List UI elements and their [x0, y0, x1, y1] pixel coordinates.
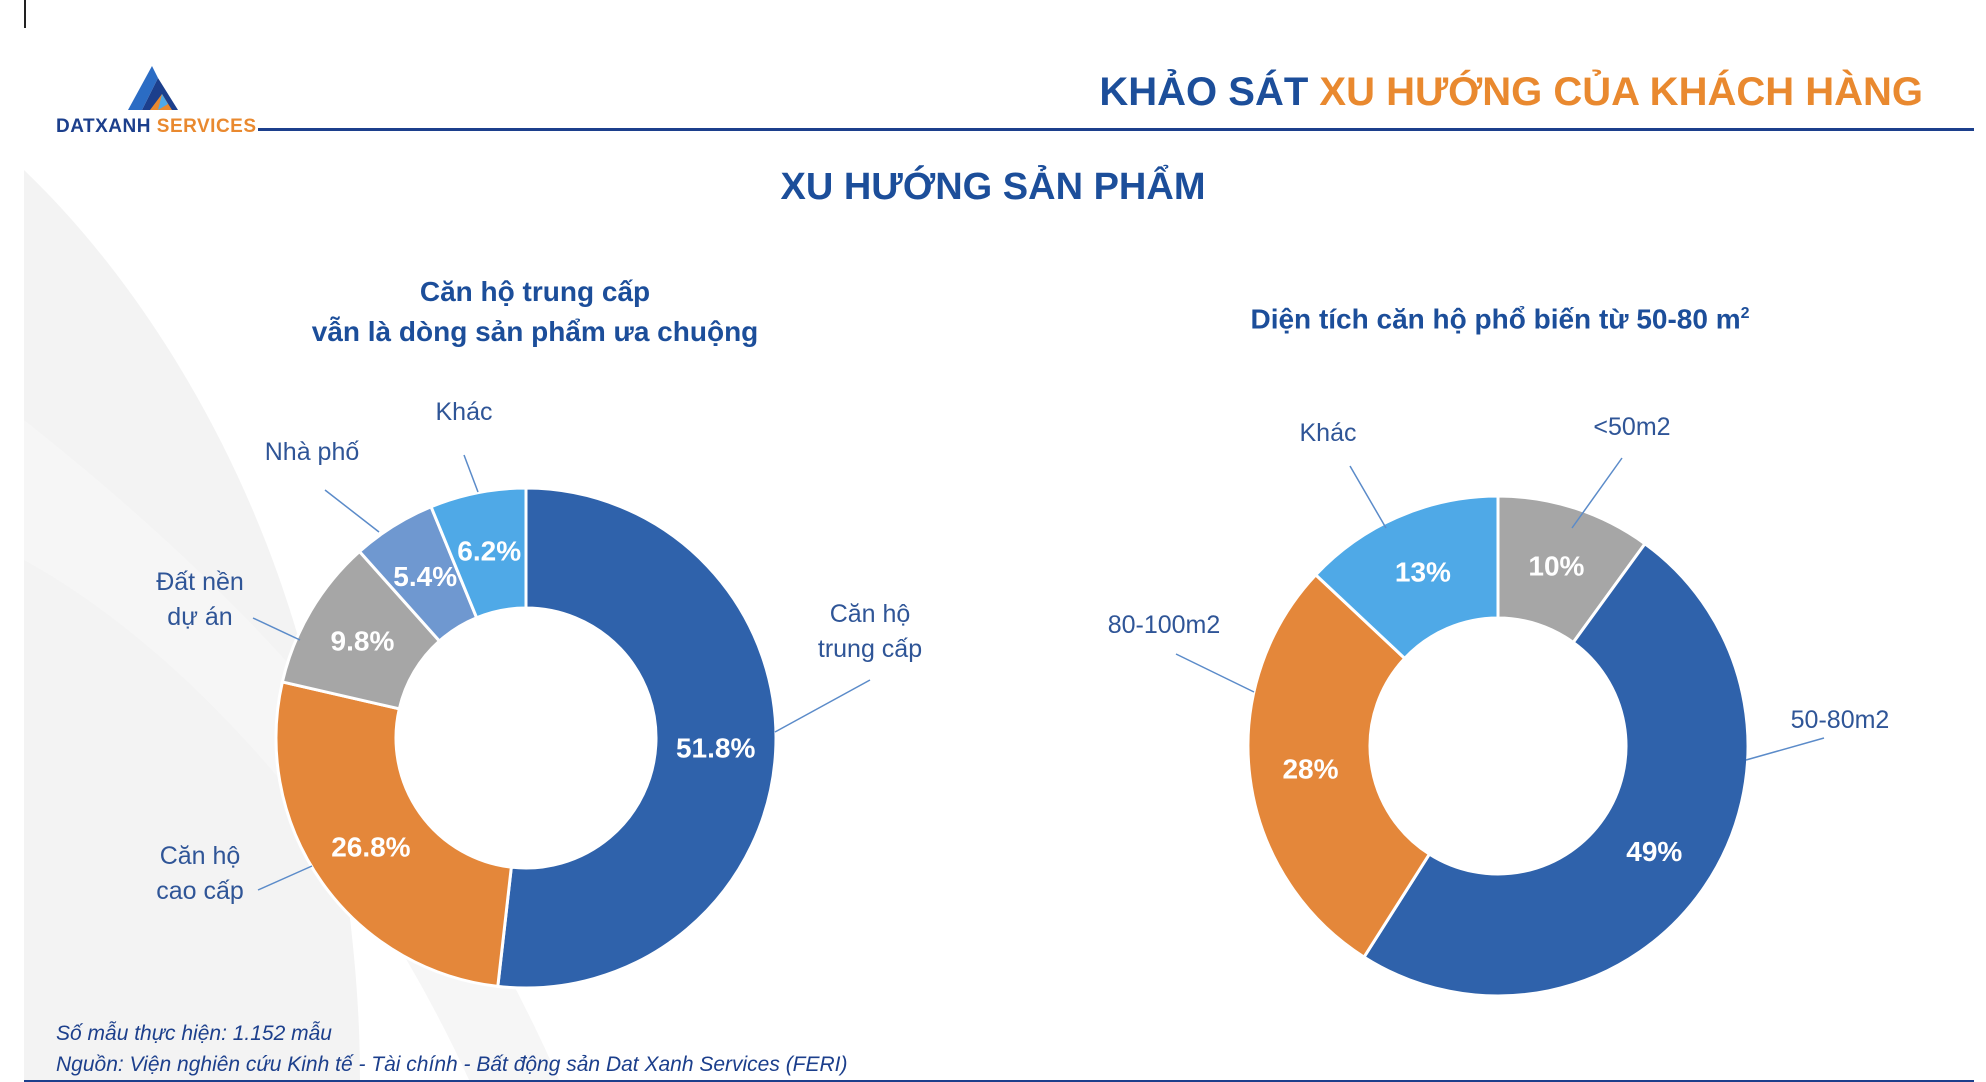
chart1-donut: 51.8% Căn hộ trung cấp 26.8% Căn hộ cao cấp 9.… — [156, 398, 922, 990]
chart2-category-label-4: Khác — [1300, 419, 1357, 447]
text-cursor — [24, 0, 26, 28]
chart2-subtitle-sup: 2 — [1740, 305, 1750, 322]
chart1-subtitle-line1: Căn hộ trung cấp — [419, 276, 651, 307]
chart1-slice-2 — [274, 680, 513, 989]
chart2-subtitle: Diện tích căn hộ phổ biến từ 50-80 m2 — [1170, 294, 1830, 339]
logo-brand-primary: DATXANH — [56, 116, 151, 137]
chart1-value-label-4: 5.4% — [393, 561, 457, 592]
logo-text: DATXANH SERVICES — [56, 116, 257, 138]
chart2-slice-2 — [1361, 541, 1750, 998]
chart1-value-label-5: 6.2% — [457, 536, 521, 567]
chart2-leader-line-3 — [1175, 653, 1255, 693]
chart1-value-label-1: 51.8% — [676, 733, 755, 764]
chart2-value-label-2: 49% — [1626, 836, 1682, 867]
chart1-category-label-1: Căn hộ trung cấp — [818, 600, 922, 663]
header-divider — [258, 128, 1974, 131]
slide-title-part2: XU HƯỚNG CỦA KHÁCH HÀNG — [1319, 70, 1923, 114]
chart2-leader-line-1 — [1571, 457, 1623, 529]
chart2-category-label-3: 80-100m2 — [1108, 611, 1221, 639]
chart1-leader-line-4 — [324, 489, 380, 533]
chart1-category-label-2: Căn hộ cao cấp — [156, 842, 244, 905]
chart1-category-label-4: Nhà phố — [265, 438, 360, 466]
chart2-slice-3 — [1246, 572, 1432, 960]
bottom-divider — [24, 1080, 1974, 1082]
sample-size-note: Số mẫu thực hiện: 1.152 mẫu — [56, 1022, 332, 1045]
chart2-value-label-3: 28% — [1282, 754, 1338, 785]
chart1-category-label-3: Đất nền dự án — [156, 568, 244, 631]
chart1-subtitle: Căn hộ trung cấp vẫn là dòng sản phẩm ưa… — [235, 272, 835, 352]
chart2-donut: 10% <50m2 49% 50-80m2 28% 80-100m2 13% Khác — [1108, 413, 1890, 998]
chart1-slice-1 — [496, 486, 778, 990]
chart2-category-label-2: 50-80m2 — [1791, 706, 1890, 734]
source-note: Nguồn: Viện nghiên cứu Kinh tế - Tài chí… — [56, 1053, 848, 1076]
chart1-leader-line-2 — [257, 865, 313, 891]
chart1-slice-5 — [429, 486, 528, 620]
logo-brand-secondary: SERVICES — [156, 116, 257, 137]
chart2-slice-4 — [1313, 494, 1500, 661]
chart1-leader-line-1 — [774, 679, 871, 733]
chart2-value-label-1: 10% — [1528, 550, 1584, 581]
chart2-subtitle-text: Diện tích căn hộ phổ biến từ 50-80 m — [1250, 303, 1741, 335]
chart2-leader-line-2 — [1745, 737, 1825, 761]
slide-title: KHẢO SÁT XU HƯỚNG CỦA KHÁCH HÀNG — [1099, 70, 1923, 115]
chart1-category-label-5: Khác — [436, 398, 493, 426]
chart1-value-label-3: 9.8% — [331, 625, 395, 656]
chart2-category-label-1: <50m2 — [1593, 413, 1670, 441]
section-title: XU HƯỚNG SẢN PHẨM — [780, 166, 1206, 208]
chart2-leader-line-4 — [1349, 465, 1387, 529]
chart1-leader-line-3 — [252, 617, 301, 641]
company-logo: DATXANH SERVICES — [56, 64, 256, 144]
chart1-leader-line-5 — [463, 454, 479, 493]
chart1-subtitle-line2: vẫn là dòng sản phẩm ưa chuộng — [311, 316, 759, 347]
chart1-value-label-2: 26.8% — [331, 832, 410, 863]
logo-mark-icon — [128, 66, 178, 110]
slide-title-part1: KHẢO SÁT — [1099, 70, 1309, 114]
chart2-value-label-4: 13% — [1395, 557, 1451, 588]
